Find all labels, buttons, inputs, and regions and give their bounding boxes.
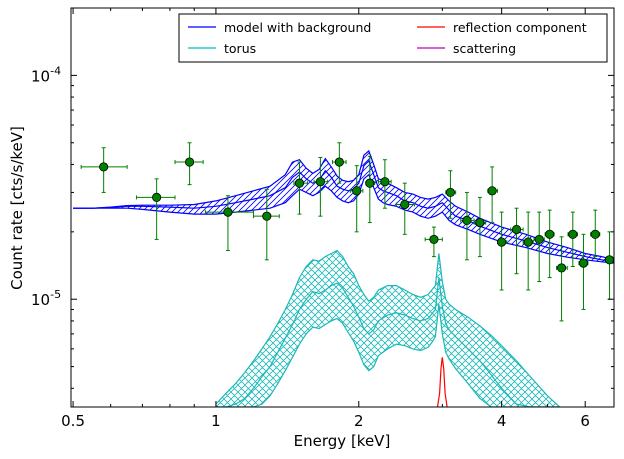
data-point [567,211,578,268]
data-point [80,147,128,193]
x-tick-label: 2 [354,412,364,430]
data-marker [475,217,485,228]
data-marker [429,234,439,245]
data-point [135,178,176,240]
data-marker [487,186,497,196]
torus-line-mid [215,277,560,407]
legend-entry: model with background [188,20,371,35]
data-point [590,209,601,258]
data-marker [511,224,522,235]
data-point [533,211,545,282]
data-point [445,170,457,219]
data-point [174,142,204,186]
data-marker [497,237,507,247]
data-marker [462,215,472,225]
data-marker [365,178,375,188]
data-point [253,188,280,261]
data-marker [578,258,589,268]
data-point [555,236,568,322]
torus-hatch [215,250,560,407]
model-hatch [73,150,614,264]
data-marker [400,199,410,210]
y-tick-label: 10-4 [31,64,61,85]
data-point [460,191,475,261]
data-point [424,226,443,258]
data-marker [352,186,362,196]
y-tick-label: 10-5 [31,288,61,309]
data-point [293,161,309,215]
data-marker [568,229,578,239]
data-point [510,207,524,275]
legend: model with background torus reflection com… [178,13,608,63]
legend-entry: reflection component [417,20,587,35]
data-marker [380,177,390,187]
torus-band [215,249,561,407]
y-axis-ticks: 10-5 10-4 [31,64,614,389]
x-tick-label: 6 [580,412,590,430]
data-point [377,159,392,209]
legend-label: scattering [453,41,516,56]
torus-line-lower [215,304,560,407]
data-marker [294,178,305,188]
data-marker [262,211,272,221]
x-tick-label: 4 [497,412,507,430]
legend-entry: scattering [417,41,516,56]
y-axis-label: Count rate [cts/s/keV] [8,126,26,290]
legend-label: torus [224,41,256,56]
data-marker [604,255,614,265]
legend-box [178,13,608,63]
data-point [487,166,498,224]
data-point [544,209,555,279]
data-point [331,142,347,184]
data-point [313,156,329,217]
data-point [496,211,508,291]
data-marker [334,157,344,167]
data-marker [556,263,567,273]
data-marker [523,237,533,247]
data-marker [184,157,195,167]
model-line-upper [73,149,614,261]
data-marker [152,192,162,203]
reflection-line [436,357,448,407]
data-marker [315,177,325,187]
torus-line-upper [215,249,561,407]
model-band [73,149,614,264]
legend-entry: torus [188,41,256,56]
data-marker [223,207,233,217]
data-marker [545,229,555,239]
data-marker [534,234,544,245]
data-point [365,155,376,224]
data-marker [590,229,600,239]
data-marker [445,187,456,198]
legend-label: reflection component [453,20,587,35]
data-points [80,142,614,322]
data-marker [99,162,109,172]
data-point [604,231,614,300]
reflection-layer [436,357,448,407]
legend-label: model with background [224,20,371,35]
x-tick-label: 1 [211,412,221,430]
data-point [578,233,589,310]
data-point [349,165,364,233]
x-axis-label: Energy [keV] [294,432,391,450]
plot-area [73,142,614,407]
data-point [473,196,487,258]
data-point [522,211,534,291]
x-axis-ticks: 0.5 1 2 4 6 [61,8,590,430]
plot-frame [70,7,615,408]
data-point [204,195,255,252]
x-tick-label: 0.5 [61,412,85,430]
data-point [395,182,415,235]
